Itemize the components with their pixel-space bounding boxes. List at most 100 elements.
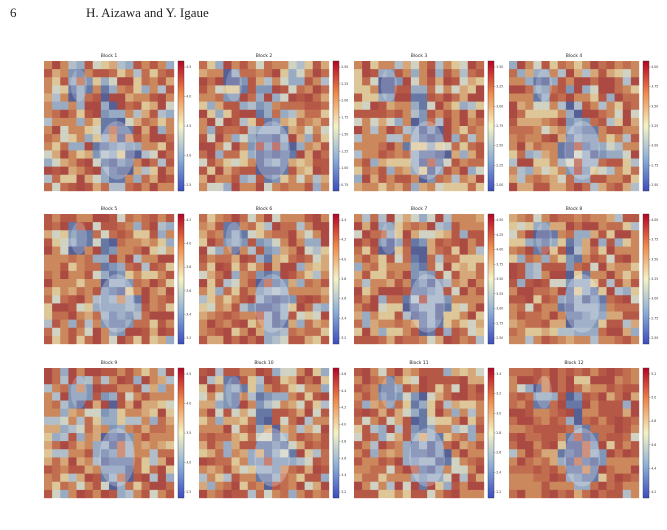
heat-cell	[133, 126, 142, 135]
heat-cell	[419, 246, 428, 255]
heat-cell	[354, 368, 363, 377]
heat-cell	[378, 214, 387, 223]
heat-cell	[117, 158, 126, 167]
heat-cell	[223, 295, 232, 304]
heat-cell	[378, 279, 387, 288]
heat-cell	[288, 77, 297, 86]
heat-cell	[165, 214, 175, 223]
heat-cell	[533, 319, 542, 328]
heat-cell	[280, 61, 289, 70]
heat-cell	[264, 142, 273, 151]
heat-cell	[606, 287, 615, 296]
heat-cell	[296, 408, 305, 417]
heat-cell	[157, 254, 167, 263]
heat-cell	[354, 150, 363, 159]
heat-cell	[231, 134, 240, 143]
heat-cell	[52, 481, 61, 491]
heat-cell	[231, 109, 240, 119]
heat-cell	[614, 262, 623, 272]
heat-cell	[109, 441, 118, 450]
colorbar	[487, 213, 495, 345]
heat-cell	[84, 238, 93, 247]
heat-cell	[100, 416, 110, 426]
heat-cell	[141, 69, 150, 78]
heat-cell	[247, 238, 257, 247]
heat-cell	[590, 134, 599, 143]
heat-cell	[533, 481, 542, 491]
heat-cell	[574, 441, 583, 450]
heat-cell	[272, 295, 281, 304]
heat-cell	[362, 150, 371, 159]
heat-cell	[141, 287, 150, 296]
heat-cell	[68, 368, 77, 377]
heat-cell	[231, 230, 240, 239]
heat-cell	[100, 222, 110, 231]
heat-cell	[141, 400, 150, 409]
heat-cell	[557, 85, 567, 94]
heat-cell	[557, 109, 567, 119]
heat-cell	[362, 384, 371, 393]
heat-cell	[419, 101, 428, 110]
colorbar	[332, 367, 340, 499]
heat-cell	[574, 449, 583, 458]
heat-cell	[606, 222, 615, 231]
heat-cell	[590, 126, 599, 135]
heat-cell	[541, 303, 550, 312]
heat-cell	[199, 481, 208, 491]
heat-cell	[362, 392, 371, 401]
heat-cell	[133, 327, 142, 337]
heat-cell	[76, 85, 85, 94]
heat-cell	[402, 279, 412, 288]
heat-cell	[509, 376, 518, 385]
heat-cell	[459, 416, 468, 426]
heat-cell	[394, 85, 403, 94]
heat-cell	[622, 61, 632, 70]
heat-cell	[533, 126, 542, 135]
heat-cell	[443, 238, 452, 247]
heat-cell	[525, 85, 534, 94]
heat-cell	[459, 150, 468, 159]
heat-cell	[614, 481, 623, 491]
heat-cell	[223, 335, 232, 345]
heat-cell	[255, 287, 265, 296]
heat-cell	[549, 481, 558, 491]
heat-cell	[467, 222, 477, 231]
heat-cell	[459, 335, 468, 345]
heat-cell	[272, 303, 281, 312]
heat-cell	[557, 327, 567, 337]
heat-cell	[525, 368, 534, 377]
heat-cell	[419, 335, 428, 345]
heat-cell	[427, 465, 436, 474]
heat-cell	[443, 441, 452, 450]
heat-cell	[622, 77, 632, 86]
heat-cell	[207, 246, 216, 255]
heat-cell	[630, 254, 640, 263]
heat-cell	[622, 384, 632, 393]
heat-cell	[394, 69, 403, 78]
heat-cell	[630, 449, 640, 458]
heat-cell	[52, 408, 61, 417]
heat-cell	[320, 465, 330, 474]
heat-cell	[44, 376, 53, 385]
heat-cell	[100, 246, 110, 255]
heat-cell	[199, 61, 208, 70]
heat-cell	[475, 287, 485, 296]
heat-cell	[517, 222, 526, 231]
heat-cell	[296, 238, 305, 247]
heat-cell	[370, 85, 379, 94]
heat-cell	[354, 158, 363, 167]
heat-cell	[582, 134, 591, 143]
colorbar-tick-label: 2.2	[496, 490, 501, 494]
heat-cell	[370, 61, 379, 70]
heat-cell	[165, 69, 175, 78]
heat-cell	[370, 335, 379, 345]
heat-cell	[533, 246, 542, 255]
heat-cell	[92, 150, 102, 159]
heat-cell	[354, 376, 363, 385]
heat-cell	[215, 142, 224, 151]
heat-cell	[223, 230, 232, 239]
heat-cell	[320, 473, 330, 482]
heat-cell	[247, 457, 257, 466]
heat-cell	[574, 368, 583, 377]
heat-cell	[60, 238, 69, 247]
